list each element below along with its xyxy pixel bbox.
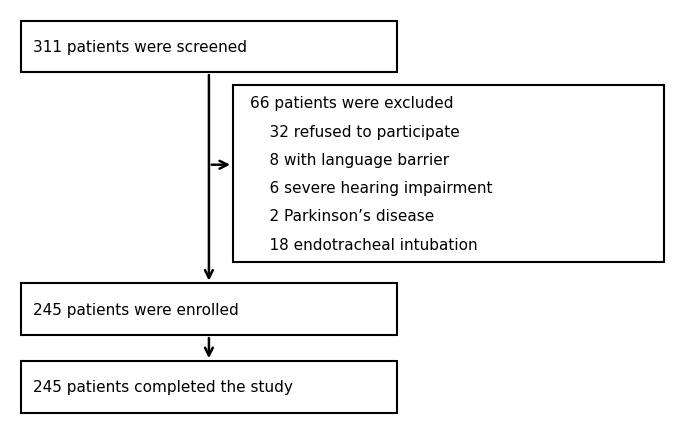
FancyBboxPatch shape [233,86,664,262]
FancyBboxPatch shape [21,284,397,335]
Text: 18 endotracheal intubation: 18 endotracheal intubation [250,237,477,252]
Text: 245 patients completed the study: 245 patients completed the study [33,380,292,394]
Text: 32 refused to participate: 32 refused to participate [250,124,460,139]
Text: 8 with language barrier: 8 with language barrier [250,153,449,168]
Text: 245 patients were enrolled: 245 patients were enrolled [33,302,238,317]
Text: 311 patients were screened: 311 patients were screened [33,40,247,55]
Text: 2 Parkinson’s disease: 2 Parkinson’s disease [250,209,434,224]
Text: 66 patients were excluded: 66 patients were excluded [250,96,453,111]
FancyBboxPatch shape [21,22,397,73]
Text: 6 severe hearing impairment: 6 severe hearing impairment [250,181,493,196]
FancyBboxPatch shape [21,361,397,413]
